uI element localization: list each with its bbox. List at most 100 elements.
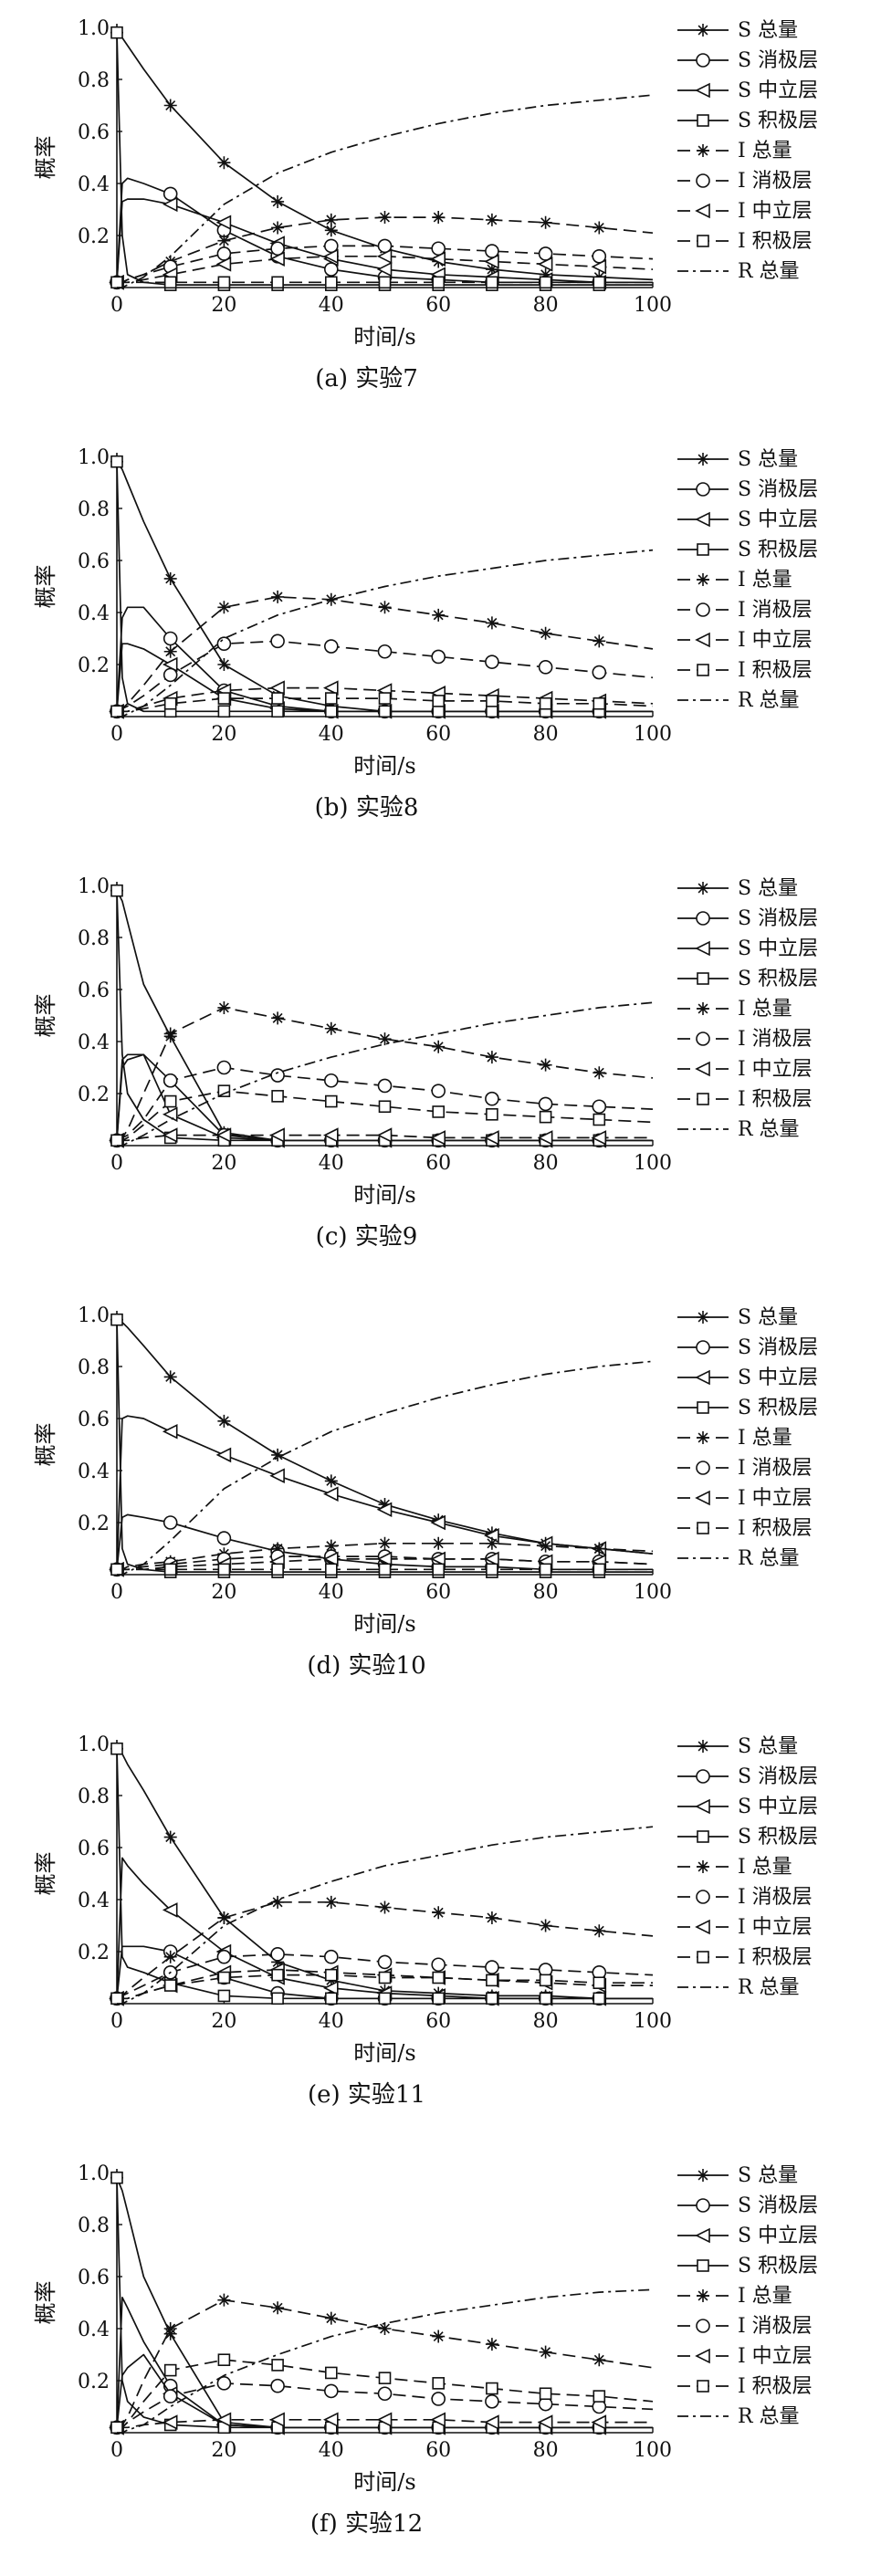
data-point [270, 2378, 285, 2393]
legend-label: S 总量 [738, 1735, 798, 1758]
legend-label: I 消极层 [738, 1886, 813, 1909]
series-line [117, 686, 654, 713]
y-tick-label: 1.0 [78, 2162, 110, 2185]
data-point [432, 1992, 446, 2005]
legend-label: S 中立层 [738, 2225, 818, 2247]
legend-marker [696, 1340, 710, 1355]
legend-marker [697, 24, 709, 37]
data-point [324, 2366, 338, 2380]
data-point [486, 1563, 498, 1576]
legend-marker [695, 940, 710, 957]
data-point [217, 1971, 231, 1984]
data-point [162, 196, 178, 213]
data-point [324, 224, 338, 237]
legend-label: R 总量 [738, 1547, 800, 1570]
data-point [324, 705, 338, 718]
legend-label: R 总量 [738, 1118, 800, 1141]
x-tick-label: 60 [425, 2439, 451, 2462]
data-point [271, 1011, 285, 1025]
data-point [485, 2338, 498, 2351]
legend-marker [697, 1740, 709, 1753]
data-point [324, 1021, 338, 1035]
data-point [593, 634, 606, 648]
data-point [323, 1073, 339, 1088]
data-point [110, 1563, 123, 1576]
data-point [539, 626, 552, 640]
legend-label: R 总量 [738, 260, 800, 283]
legend-marker [695, 203, 710, 219]
data-point [271, 194, 285, 208]
y-tick-label: 0.2 [78, 2371, 110, 2393]
data-point [324, 1992, 338, 2005]
data-point [378, 276, 392, 289]
data-point [271, 221, 285, 235]
data-point [539, 1974, 552, 1987]
legend-label: I 总量 [738, 998, 792, 1021]
data-point [324, 2311, 338, 2325]
legend-label: S 积极层 [738, 1826, 818, 1848]
legend-label: S 积极层 [738, 1397, 818, 1419]
x-tick-label: 20 [211, 723, 236, 746]
data-point [591, 1130, 607, 1146]
data-point [378, 1901, 392, 1914]
y-tick-label: 0.4 [78, 602, 110, 625]
legend-label: I 积极层 [738, 2375, 813, 2398]
legend-marker [697, 2380, 709, 2393]
legend-label: S 中立层 [738, 1367, 818, 1389]
legend-marker [697, 1311, 709, 1324]
data-point [593, 2353, 606, 2367]
legend-label: I 消极层 [738, 170, 813, 193]
legend-marker [696, 602, 710, 617]
data-point [162, 1423, 178, 1440]
legend-label: S 中立层 [738, 508, 818, 531]
data-point [217, 1084, 231, 1097]
data-point [537, 2414, 553, 2430]
data-point [324, 213, 338, 226]
y-axis-label: 概率 [33, 1852, 58, 1896]
data-point [110, 2421, 123, 2435]
x-tick-label: 100 [634, 2439, 672, 2462]
x-tick-label: 0 [110, 2439, 123, 2462]
data-point [539, 1563, 552, 1576]
data-point [110, 26, 123, 39]
legend-label: S 消极层 [738, 907, 818, 930]
data-point [432, 1971, 446, 1984]
data-point [216, 636, 232, 651]
data-point [592, 1099, 607, 1115]
data-point [323, 1980, 339, 1996]
data-point [163, 1979, 177, 1992]
x-tick-label: 40 [319, 2439, 344, 2462]
series-line [116, 1318, 654, 1555]
data-point [485, 616, 498, 630]
x-tick-label: 80 [533, 723, 559, 746]
data-point [539, 1919, 552, 1932]
y-tick-label: 0.8 [78, 1785, 110, 1808]
legend-label: I 积极层 [738, 659, 813, 682]
data-point [217, 601, 231, 614]
legend-marker [696, 1031, 710, 1046]
series-line [117, 245, 654, 284]
y-tick-label: 1.0 [78, 446, 110, 469]
legend-label: S 总量 [738, 19, 798, 42]
data-point [377, 2386, 393, 2402]
x-tick-label: 80 [533, 1581, 559, 1604]
data-point [110, 2171, 123, 2184]
x-tick-label: 60 [425, 1581, 451, 1604]
y-tick-label: 0.4 [78, 1461, 110, 1483]
data-point [163, 1830, 177, 1844]
y-tick-label: 0.8 [78, 2215, 110, 2237]
y-axis-label: 概率 [33, 136, 58, 180]
x-tick-label: 100 [634, 294, 672, 317]
data-point [378, 1971, 392, 1984]
legend-marker [697, 144, 709, 157]
data-point [485, 1091, 499, 1106]
data-point [593, 1563, 606, 1576]
data-point [593, 1113, 606, 1126]
series-line [117, 216, 654, 284]
legend-label: S 总量 [738, 877, 798, 900]
x-tick-label: 0 [110, 294, 123, 317]
y-tick-label: 0.2 [78, 654, 110, 677]
x-tick-label: 0 [110, 1152, 123, 1175]
data-point [537, 1130, 553, 1146]
